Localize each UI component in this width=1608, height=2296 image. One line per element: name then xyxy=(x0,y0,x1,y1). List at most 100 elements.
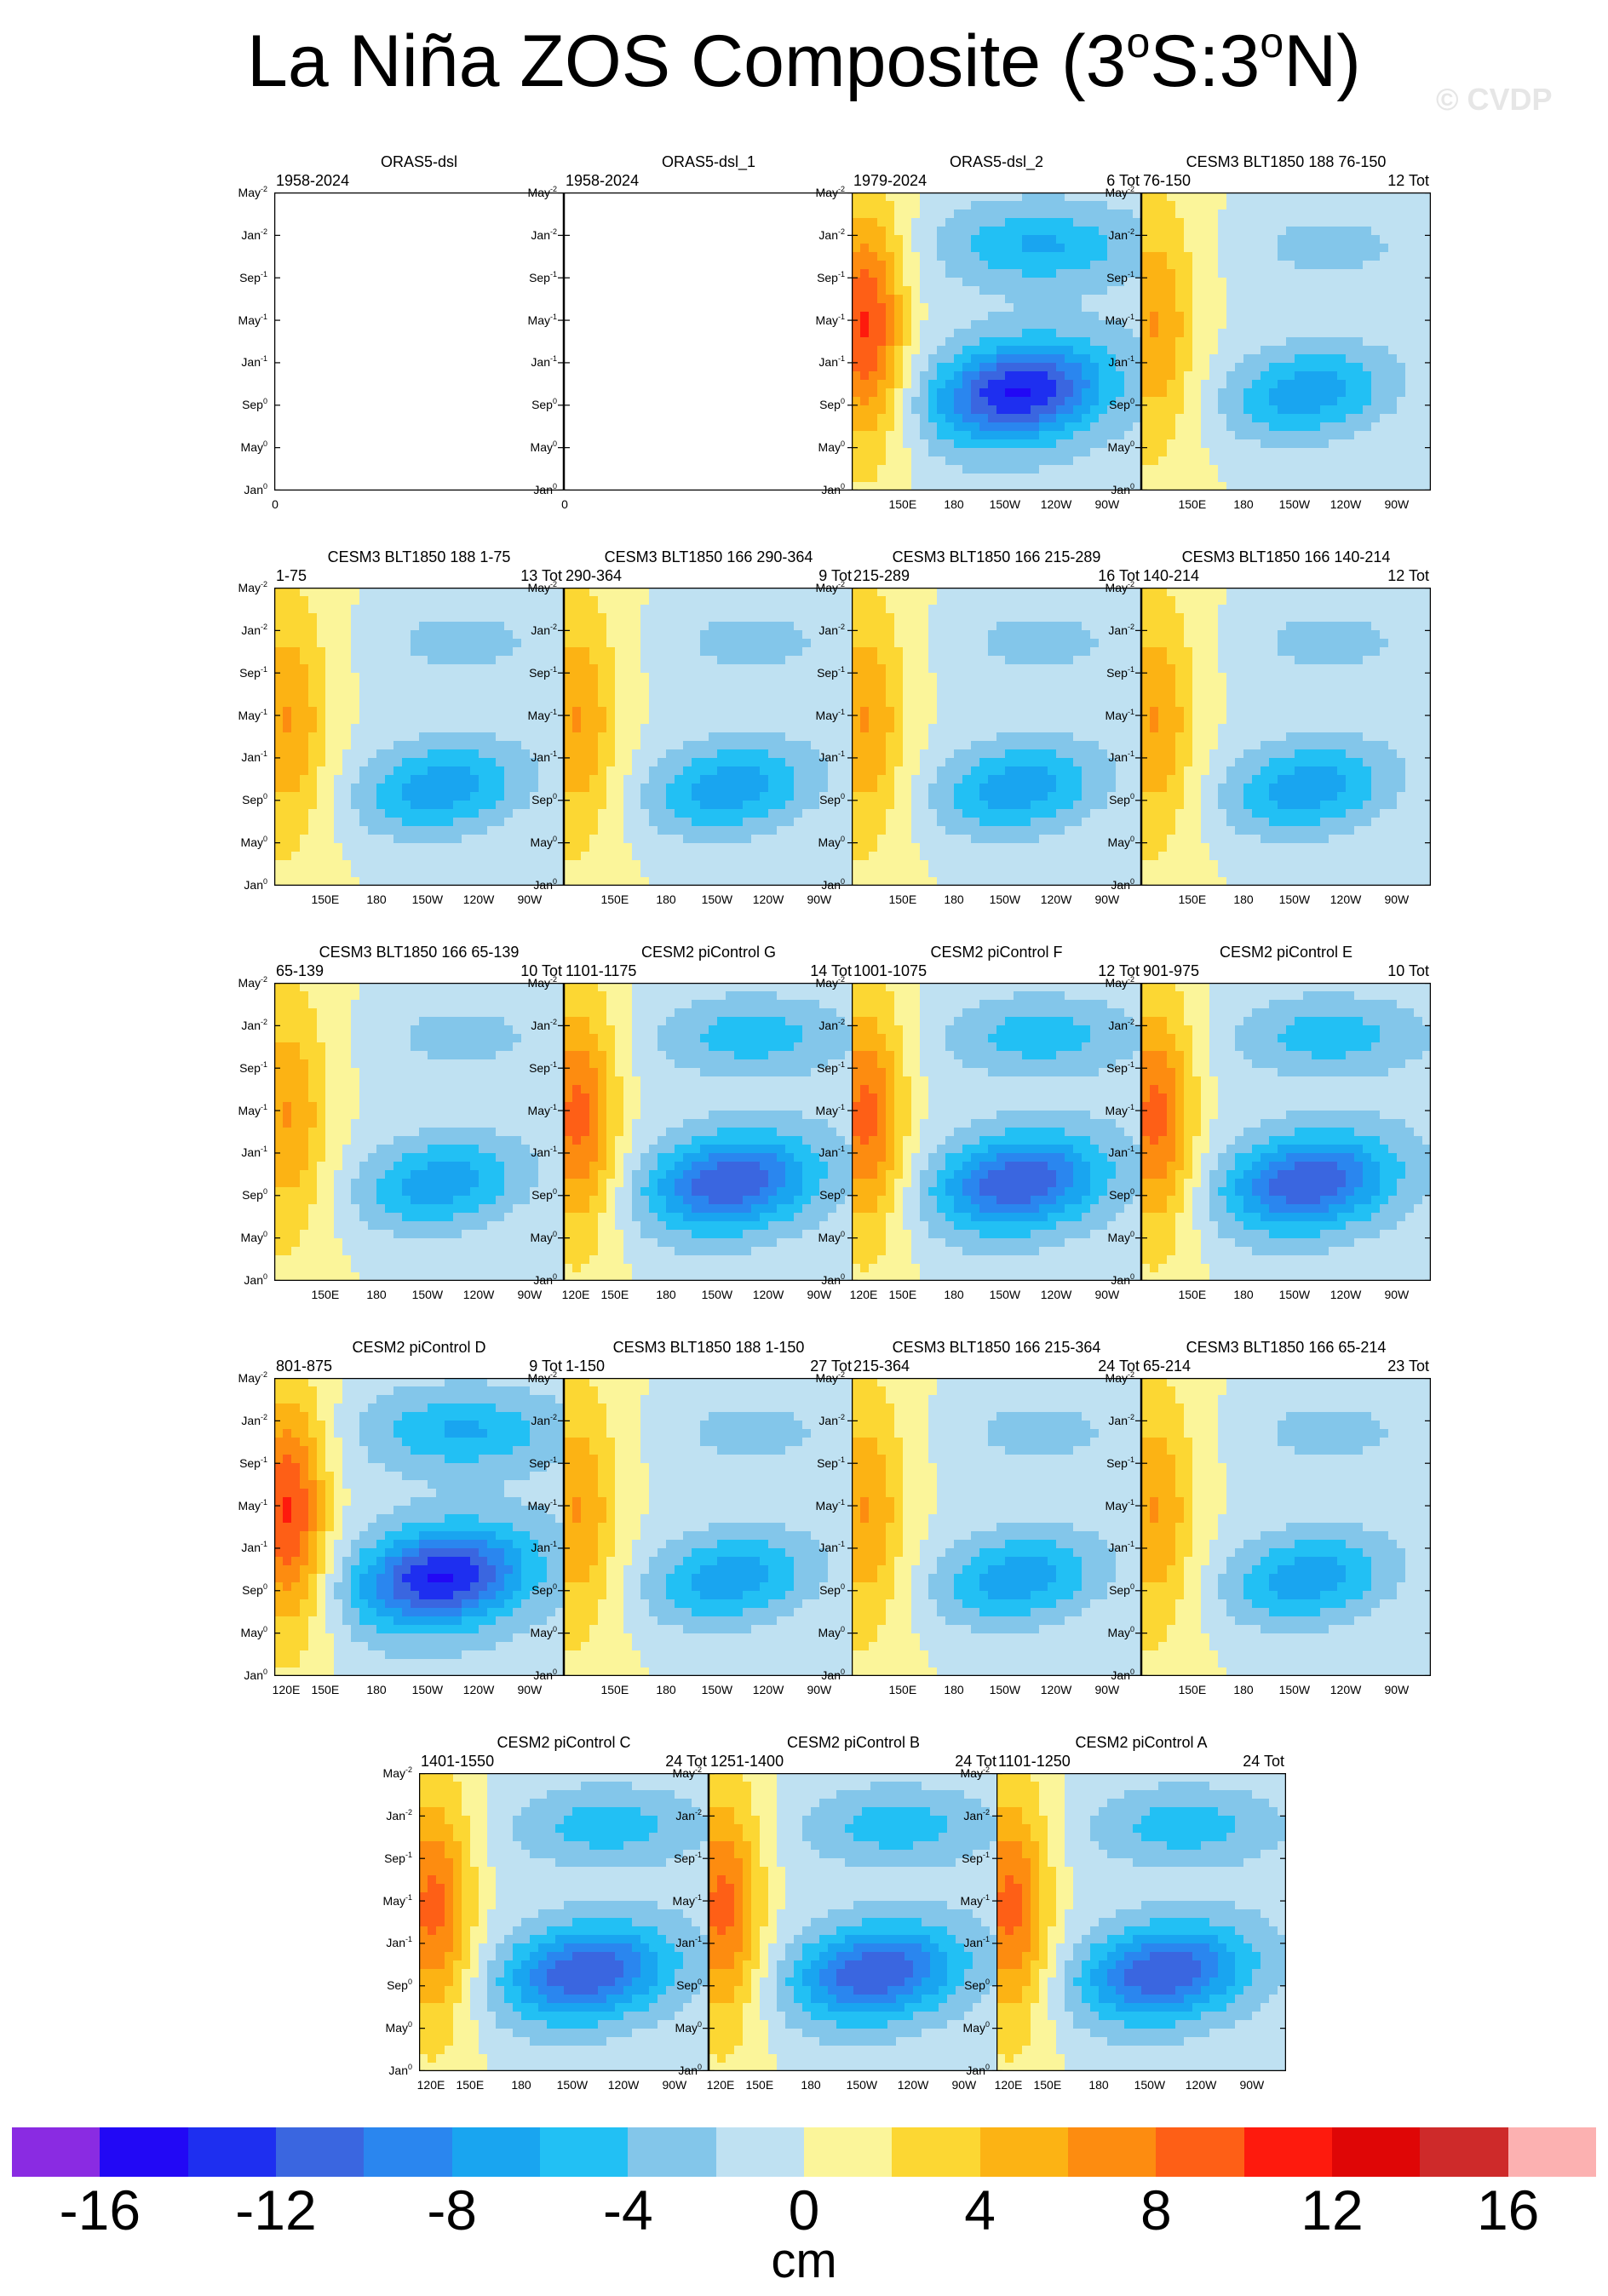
contour-cell xyxy=(1252,474,1261,483)
contour-cell xyxy=(794,826,803,835)
contour-cell xyxy=(479,656,488,665)
contour-cell xyxy=(342,818,352,827)
contour-cell xyxy=(615,690,624,699)
contour-cell xyxy=(811,809,820,818)
contour-cell xyxy=(359,809,369,818)
contour-cell xyxy=(1073,278,1083,287)
contour-cell xyxy=(615,835,624,844)
contour-cell xyxy=(1150,439,1159,449)
y-tick-label: May-2 xyxy=(801,186,845,200)
contour-cell xyxy=(598,647,607,657)
contour-cell xyxy=(1065,235,1074,244)
contour-cell xyxy=(351,801,360,810)
contour-cell xyxy=(572,715,582,725)
contour-cell xyxy=(419,784,428,793)
contour-cell xyxy=(928,397,938,406)
contour-cell xyxy=(700,647,709,657)
contour-cell xyxy=(359,690,369,699)
contour-cell xyxy=(700,835,709,844)
contour-cell xyxy=(1022,329,1031,338)
contour-cell xyxy=(954,380,963,389)
contour-cell xyxy=(785,724,795,733)
contour-cell xyxy=(538,605,548,614)
contour-cell xyxy=(962,192,972,202)
contour-cell xyxy=(598,818,607,827)
contour-cell xyxy=(1278,278,1287,287)
contour-cell xyxy=(666,622,675,631)
contour-cell xyxy=(1167,405,1176,415)
contour-cell xyxy=(632,843,641,852)
contour-cell xyxy=(777,698,786,708)
contour-cell xyxy=(1175,354,1185,364)
contour-cell xyxy=(1354,482,1364,491)
contour-cell xyxy=(1414,363,1423,372)
contour-cell xyxy=(1158,431,1168,440)
contour-cell xyxy=(1252,235,1261,244)
contour-cell xyxy=(1158,337,1168,347)
contour-cell xyxy=(1099,227,1108,236)
contour-cell xyxy=(928,329,938,338)
contour-cell xyxy=(1005,405,1014,415)
contour-cell xyxy=(462,647,471,657)
contour-cell xyxy=(1209,448,1219,457)
contour-cell xyxy=(658,784,667,793)
contour-cell xyxy=(411,596,420,606)
contour-cell xyxy=(1269,363,1278,372)
contour-cell xyxy=(470,741,480,750)
contour-cell xyxy=(1175,405,1185,415)
contour-cell xyxy=(1320,346,1329,355)
contour-cell xyxy=(393,869,403,878)
contour-cell xyxy=(1278,286,1287,296)
contour-cell xyxy=(911,312,921,321)
contour-cell xyxy=(1167,371,1176,381)
contour-cell xyxy=(1269,354,1278,364)
contour-cell xyxy=(564,860,573,870)
contour-cell xyxy=(1235,337,1244,347)
contour-cell xyxy=(945,235,955,244)
contour-cell xyxy=(538,673,548,682)
contour-cell xyxy=(521,622,531,631)
contour-cell xyxy=(640,724,650,733)
contour-cell xyxy=(751,869,761,878)
contour-cell xyxy=(1269,261,1278,270)
panel-period: 1958-2024 xyxy=(276,172,349,189)
contour-cell xyxy=(1337,192,1347,202)
contour-cell xyxy=(368,852,377,861)
contour-cell xyxy=(845,801,853,810)
contour-cell xyxy=(291,784,301,793)
contour-cell xyxy=(717,758,726,767)
contour-cell xyxy=(385,724,394,733)
contour-cell xyxy=(589,835,599,844)
contour-cell xyxy=(675,801,684,810)
contour-cell xyxy=(1261,456,1270,466)
contour-cell xyxy=(869,337,878,347)
contour-cell xyxy=(768,613,778,623)
contour-cell xyxy=(1107,312,1117,321)
contour-cell xyxy=(623,766,633,776)
contour-cell xyxy=(359,664,369,674)
contour-cell xyxy=(819,690,829,699)
contour-cell xyxy=(342,784,352,793)
contour-cell xyxy=(1065,388,1074,398)
contour-cell xyxy=(1354,337,1364,347)
contour-cell xyxy=(751,818,761,827)
contour-cell xyxy=(1022,320,1031,330)
contour-cell xyxy=(717,732,726,742)
contour-cell xyxy=(393,681,403,691)
contour-cell xyxy=(709,673,718,682)
contour-cell xyxy=(1090,329,1100,338)
contour-cell xyxy=(785,826,795,835)
contour-cell xyxy=(903,439,912,449)
contour-cell xyxy=(1150,201,1159,210)
contour-cell xyxy=(555,673,564,682)
contour-cell xyxy=(658,698,667,708)
contour-cell xyxy=(1337,218,1347,227)
contour-cell xyxy=(1380,397,1389,406)
x-tick-label: 90W xyxy=(1384,497,1409,511)
contour-cell xyxy=(274,766,284,776)
contour-cell xyxy=(962,439,972,449)
contour-cell xyxy=(436,639,445,648)
contour-cell xyxy=(988,320,997,330)
contour-cell xyxy=(393,588,403,597)
contour-cell xyxy=(1167,474,1176,483)
